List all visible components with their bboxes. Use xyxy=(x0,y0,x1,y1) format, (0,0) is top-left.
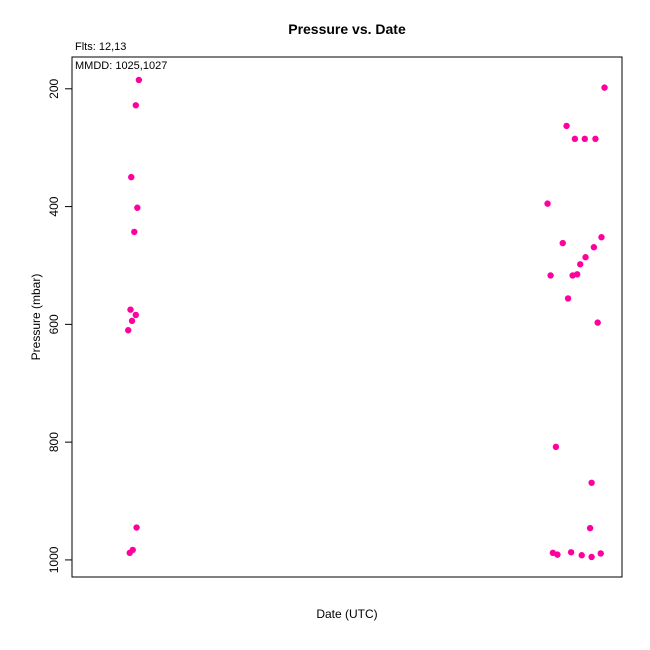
y-tick-label: 800 xyxy=(47,432,61,452)
data-point xyxy=(128,173,135,181)
plot-frame xyxy=(71,56,623,578)
data-point xyxy=(552,443,560,451)
data-point xyxy=(569,272,576,279)
data-point xyxy=(134,204,141,211)
data-point xyxy=(571,135,579,143)
data-point xyxy=(132,311,140,319)
y-axis-label: Pressure (mbar) xyxy=(29,274,43,361)
data-point xyxy=(594,319,601,326)
data-point xyxy=(567,549,575,556)
data-point xyxy=(133,524,140,531)
data-point xyxy=(563,122,570,130)
y-tick-label: 600 xyxy=(47,314,61,334)
data-point xyxy=(547,272,554,279)
data-point xyxy=(127,306,134,313)
data-point xyxy=(588,553,595,561)
y-tick-label: 400 xyxy=(47,196,61,216)
data-point xyxy=(581,135,588,143)
flights-annotation: Flts: 12,13 xyxy=(75,41,126,53)
data-point xyxy=(131,228,138,236)
data-point xyxy=(126,549,133,557)
data-point xyxy=(592,135,599,143)
data-point xyxy=(588,479,595,486)
data-point xyxy=(125,327,132,334)
y-tick-label: 1000 xyxy=(47,546,61,573)
data-points xyxy=(125,76,608,561)
data-point xyxy=(132,102,140,109)
y-axis: 200 400 600 800 1000 xyxy=(47,78,72,573)
data-point xyxy=(564,295,572,302)
chart-title: Pressure vs. Date xyxy=(288,21,406,37)
data-point xyxy=(601,84,608,91)
x-axis-label: Date (UTC) xyxy=(316,607,377,621)
data-point xyxy=(128,317,136,325)
data-point xyxy=(597,550,604,557)
data-point xyxy=(586,524,594,532)
data-point xyxy=(554,551,561,558)
data-point xyxy=(544,200,551,207)
data-point xyxy=(578,552,585,559)
data-point xyxy=(559,239,566,247)
data-point xyxy=(590,244,598,251)
data-point xyxy=(577,261,584,268)
mmdd-annotation: MMDD: 1025,1027 xyxy=(75,60,167,72)
data-point xyxy=(135,76,143,84)
data-point xyxy=(598,234,605,241)
y-tick-label: 200 xyxy=(47,78,61,98)
data-point xyxy=(582,254,589,261)
